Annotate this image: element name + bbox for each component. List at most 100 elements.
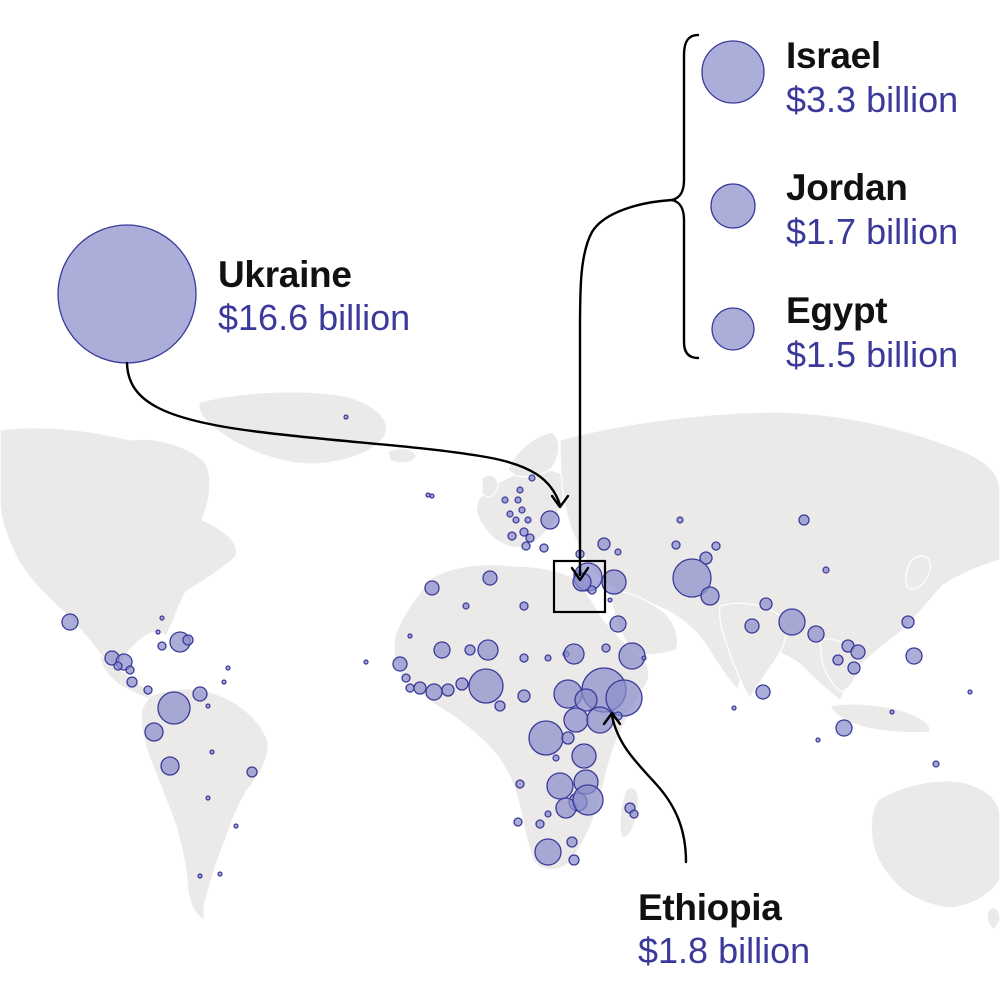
- country-aid-bubble: [568, 854, 580, 866]
- country-aid-bubble: [601, 569, 627, 595]
- country-aid-bubble: [614, 548, 622, 556]
- country-aid-bubble: [519, 527, 529, 537]
- country-aid-bubble: [455, 677, 469, 691]
- country-aid-bubble: [525, 533, 535, 543]
- country-aid-bubble: [629, 809, 639, 819]
- country-aid-bubble: [192, 686, 208, 702]
- land-new-zealand: [986, 907, 1000, 931]
- ukraine-leader-line: [125, 361, 562, 507]
- country-aid-bubble: [482, 570, 498, 586]
- country-aid-bubble: [157, 691, 191, 725]
- country-aid-bubble: [798, 514, 810, 526]
- country-aid-bubble: [535, 819, 545, 829]
- country-aid-bubble: [672, 558, 712, 598]
- land-japan: [905, 555, 931, 590]
- country-aid-bubble: [155, 629, 161, 635]
- country-aid-bubble: [433, 641, 451, 659]
- country-aid-bubble: [517, 689, 531, 703]
- ethiopia-amount-label: $1.8 billion: [638, 930, 811, 971]
- country-aid-bubble: [516, 486, 524, 494]
- country-aid-bubble: [601, 643, 611, 653]
- country-aid-bubble: [246, 766, 258, 778]
- country-aid-bubble: [847, 661, 861, 675]
- country-aid-bubble: [126, 676, 138, 688]
- country-aid-bubble: [501, 496, 509, 504]
- country-aid-bubble: [182, 634, 194, 646]
- country-aid-bubble: [494, 700, 506, 712]
- country-aid-bubble: [528, 474, 536, 482]
- country-aid-bubble: [144, 722, 164, 742]
- country-aid-bubble: [618, 642, 646, 670]
- land-greenland: [198, 391, 388, 465]
- bubble-jordan-callout: [710, 183, 756, 229]
- land-iceland: [387, 447, 417, 464]
- middle-east-leader-arrowhead: [570, 566, 590, 582]
- country-aid-bubble: [607, 597, 613, 603]
- country-aid-bubble: [209, 749, 215, 755]
- land-arabia: [610, 589, 679, 656]
- country-aid-bubble: [759, 597, 773, 611]
- country-aid-bubble: [125, 665, 135, 675]
- country-aid-bubble: [512, 516, 520, 524]
- country-aid-bubble: [778, 608, 806, 636]
- country-aid-bubble: [519, 653, 529, 663]
- country-aid-bubble: [464, 644, 476, 656]
- land-north-america: [0, 427, 238, 671]
- country-aid-bubble: [572, 784, 604, 816]
- country-aid-bubble: [205, 703, 211, 709]
- ethiopia-leader-line: [610, 714, 688, 864]
- israel-name-label: Israel: [786, 35, 881, 76]
- country-aid-bubble: [205, 795, 211, 801]
- country-aid-bubble: [587, 585, 597, 595]
- country-aid-bubble: [711, 541, 721, 551]
- ukraine-name-label: Ukraine: [218, 254, 352, 295]
- country-aid-bubble: [521, 541, 531, 551]
- country-aid-bubble: [932, 760, 940, 768]
- country-aid-bubble: [563, 643, 585, 665]
- country-aid-bubble: [441, 683, 455, 697]
- country-aid-bubble: [514, 496, 522, 504]
- callouts: [57, 33, 765, 864]
- country-aid-bubble: [197, 873, 203, 879]
- egypt-amount-label: $1.5 billion: [786, 334, 959, 375]
- country-aid-bubble: [519, 601, 529, 611]
- country-aid-bubble: [597, 537, 611, 551]
- country-aid-bubble: [401, 673, 411, 683]
- land-australia: [870, 780, 1000, 909]
- country-aid-bubble: [586, 706, 614, 734]
- middle-east-bracket: [670, 33, 700, 360]
- country-aid-bubble: [544, 810, 552, 818]
- country-aid-bubble: [425, 683, 443, 701]
- country-aid-bubble: [468, 668, 504, 704]
- country-aid-bubble: [641, 655, 647, 661]
- country-aid-bubble: [850, 644, 866, 660]
- country-aid-bubble: [671, 540, 681, 550]
- country-aid-bubble: [832, 654, 844, 666]
- bubble-ukraine-callout: [57, 224, 197, 364]
- country-aid-bubble: [552, 754, 560, 762]
- country-aid-bubble: [605, 679, 643, 717]
- country-aid-bubble: [392, 656, 408, 672]
- country-aid-bubble: [159, 615, 165, 621]
- country-aid-bubble: [566, 836, 578, 848]
- country-aid-bubble: [61, 613, 79, 631]
- country-aid-bubble: [544, 654, 552, 662]
- country-aid-bubble: [462, 602, 470, 610]
- country-aid-bubble: [363, 659, 369, 665]
- country-aid-bubble: [609, 615, 627, 633]
- country-aid-bubble: [539, 543, 549, 553]
- country-aid-bubble: [574, 688, 598, 712]
- country-aid-bubble: [413, 681, 427, 695]
- country-aid-bubble: [113, 661, 123, 671]
- country-aid-bubble: [905, 647, 923, 665]
- land-uk: [481, 474, 499, 498]
- country-aid-bubble: [343, 414, 349, 420]
- aid-bubbles: [61, 414, 973, 879]
- country-aid-bubble: [225, 665, 231, 671]
- jordan-name-label: Jordan: [786, 167, 908, 208]
- country-aid-bubble: [524, 516, 532, 524]
- country-aid-bubble: [424, 580, 440, 596]
- country-aid-bubble: [540, 510, 560, 530]
